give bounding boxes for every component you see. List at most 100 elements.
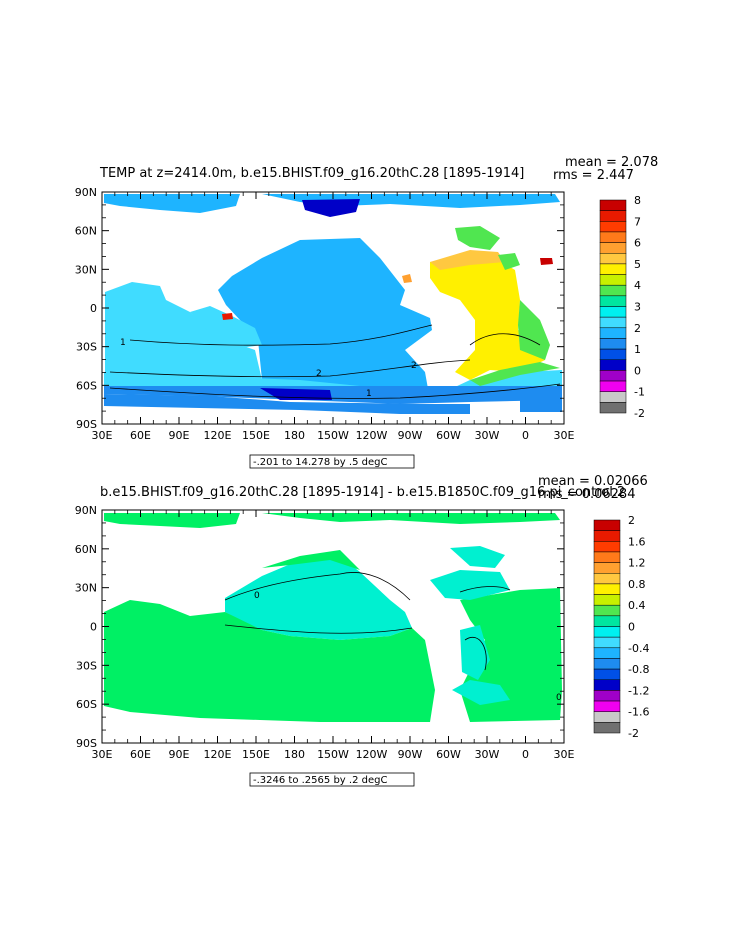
panel1-colorbar-label: 3 xyxy=(634,301,641,314)
map2-south-atl xyxy=(452,680,510,705)
panel1-colorbar-box xyxy=(599,221,627,233)
panel-temperature: TEMP at z=2414.0m, b.e15.BHIST.f09_g16.2… xyxy=(75,155,658,469)
panel1-colorbar: 8 7 6 5 4 3 2 1 0 -1 -2 xyxy=(599,194,645,420)
panel1-colorbar-label: 0 xyxy=(634,364,641,377)
panel1-colorbar-box xyxy=(599,359,627,371)
panel2-xtick-label: 0 xyxy=(522,748,529,761)
panel1-colorbar-label: 7 xyxy=(634,215,641,228)
panel1-xtick-label: 180 xyxy=(284,429,305,442)
map1-atlantic-warm xyxy=(430,255,545,380)
map2-main-south xyxy=(104,600,435,722)
panel1-xtick-label: 30E xyxy=(554,429,575,442)
panel1-ytick-label: 0 xyxy=(90,302,97,315)
panel2-colorbar-box xyxy=(593,658,621,670)
panel2-colorbar-label: 0.4 xyxy=(628,599,646,612)
panel1-colorbar-label: -1 xyxy=(634,386,645,399)
panel2-mean: mean = 0.02066 xyxy=(538,474,648,489)
panel1-ytick-label: 30N xyxy=(75,263,97,276)
map1-pacific xyxy=(218,238,432,400)
panel1-range-label: -.201 to 14.278 by .5 degC xyxy=(253,457,387,468)
panel2-xtick-label: 60W xyxy=(436,748,461,761)
panel2-ytick-label: 30N xyxy=(75,582,97,595)
panel1-colorbar-box xyxy=(599,295,627,307)
panel2-title: b.e15.BHIST.f09_g16.20thC.28 [1895-1914]… xyxy=(100,485,625,500)
panel1-title: TEMP at z=2414.0m, b.e15.BHIST.f09_g16.2… xyxy=(99,166,524,181)
panel2-xtick-label: 30W xyxy=(475,748,500,761)
panel1-colorbar-label: 8 xyxy=(634,194,641,207)
panel1-colorbar-label: 4 xyxy=(634,279,641,292)
map2-north-atl xyxy=(430,570,510,600)
panel2-colorbar-label: -2 xyxy=(628,727,639,740)
panel2-colorbar-label: 0.8 xyxy=(628,578,646,591)
panel1-colorbar-box xyxy=(599,348,627,361)
panel1-colorbar-box xyxy=(599,199,627,211)
panel1-colorbar-box xyxy=(599,263,627,275)
panel2-range-box xyxy=(249,772,415,787)
panel1-colorbar-box xyxy=(599,370,627,382)
panel1-ytick-label: 90S xyxy=(76,418,97,431)
panel1-axes: 30E 60E 90E 120E 150E 180 150W 120W 90W 60W 30W 0 30… xyxy=(75,186,575,442)
panel2-xtick-label: 150E xyxy=(242,748,270,761)
panel2-ytick-label: 0 xyxy=(90,621,97,634)
panel2-xtick-label: 90E xyxy=(169,748,190,761)
map1-atlantic-east xyxy=(518,300,550,360)
panel1-xtick-label: 60E xyxy=(130,429,151,442)
panel2-xtick-label: 90W xyxy=(398,748,423,761)
map1-atlantic-north xyxy=(430,250,505,270)
map2-contour-line xyxy=(464,637,487,671)
panel1-rms: rms = 2.447 xyxy=(553,168,634,183)
map1-south-band2 xyxy=(104,386,562,404)
map2-contour-line xyxy=(459,586,511,593)
map2-contour-line xyxy=(224,624,413,634)
panel1-xtick-label: 30E xyxy=(92,429,113,442)
panel2-xtick-label: 30E xyxy=(92,748,113,761)
panel1-colorbar-box xyxy=(599,306,627,318)
panel2-colorbar-box xyxy=(593,615,621,627)
panel1-ytick-label: 60S xyxy=(76,379,97,392)
panel2-colorbar-label: -1.2 xyxy=(628,684,649,697)
panel1-map: 1 2 2 1 xyxy=(104,194,562,414)
panel2-colorbar-box xyxy=(593,573,621,585)
panel2-colorbar-box xyxy=(593,647,621,659)
panel2-colorbar-box xyxy=(593,562,621,574)
panel1-colorbar-box xyxy=(599,231,627,243)
map1-atlantic-south xyxy=(470,362,560,386)
panel2-colorbar-label: -1.6 xyxy=(628,706,649,719)
panel1-colorbar-label: -2 xyxy=(634,407,645,420)
panel1-colorbar-box xyxy=(599,327,627,339)
panel1-colorbar-label: 5 xyxy=(634,258,641,271)
panel1-colorbar-box xyxy=(599,242,627,254)
panel2-ytick-label: 60S xyxy=(76,698,97,711)
map1-gulf-bit xyxy=(402,274,412,283)
map1-south-band3 xyxy=(104,394,470,414)
map2-arctic-west xyxy=(104,513,240,528)
map1-labrador xyxy=(455,226,500,250)
panel2-colorbar-box xyxy=(593,690,621,702)
map2-pacific-cyan xyxy=(225,556,412,640)
panel2-colorbar-label: -0.4 xyxy=(628,642,649,655)
map2-north-pac xyxy=(262,550,360,570)
panel2-colorbar-box xyxy=(593,530,621,542)
map1-maritime xyxy=(190,306,262,348)
map1-south-east xyxy=(520,398,562,412)
panel1-colorbar-box xyxy=(599,274,627,286)
panel1-range-box xyxy=(249,454,415,469)
panel1-colorbar-label: 6 xyxy=(634,237,641,250)
map1-arctic-west xyxy=(104,194,240,213)
panel1-colorbar-box xyxy=(599,210,627,222)
panel1-ytick-label: 30S xyxy=(76,341,97,354)
panel2-colorbar-box xyxy=(593,583,621,595)
map2-arctic-east xyxy=(262,513,560,524)
panel2-ytick-label: 90N xyxy=(75,504,97,517)
panel1-xtick-label: 90E xyxy=(169,429,190,442)
panel2-axes: 30E 60E 90E 120E 150E 180 150W 120W 90W 60W 30W 0 30… xyxy=(75,504,575,761)
panel2-ytick-label: 90S xyxy=(76,737,97,750)
panel2-colorbar-label: 2 xyxy=(628,514,635,527)
panel1-xtick-label: 150W xyxy=(317,429,349,442)
map1-nordic xyxy=(498,253,520,270)
panel1-colorbar-box xyxy=(599,338,627,350)
map2-contour-label: 0 xyxy=(254,591,260,601)
panel1-xtick-label: 120W xyxy=(356,429,388,442)
map1-contour-label: 2 xyxy=(411,361,417,371)
panel2-colorbar-box xyxy=(593,722,621,734)
